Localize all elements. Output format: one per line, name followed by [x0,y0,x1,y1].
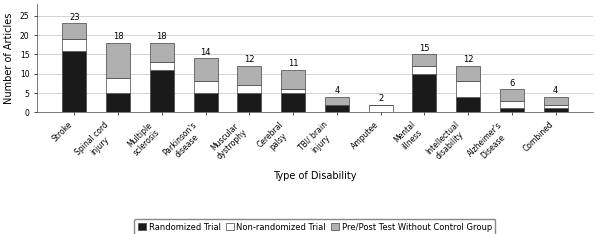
Text: 2: 2 [378,94,383,103]
Text: 12: 12 [463,55,473,64]
Bar [62,23,87,39]
Text: 18: 18 [113,32,124,41]
Bar [281,89,305,93]
Text: 12: 12 [244,55,254,64]
Bar [413,74,436,112]
Text: 18: 18 [156,32,167,41]
Legend: Randomized Trial, Non-randomized Trial, Pre/Post Test Without Control Group: Randomized Trial, Non-randomized Trial, … [134,219,496,234]
Text: 23: 23 [69,13,79,22]
Bar [193,58,217,81]
Bar [106,93,130,112]
Bar [325,105,349,112]
Bar [456,81,480,97]
X-axis label: Type of Disability: Type of Disability [273,171,356,181]
Bar [281,93,305,112]
Bar [500,108,524,112]
Bar [150,70,174,112]
Text: 15: 15 [419,44,429,53]
Bar [325,97,349,105]
Bar [413,54,436,66]
Bar [62,51,87,112]
Bar [543,105,568,108]
Bar [543,108,568,112]
Bar [193,81,217,93]
Bar [281,70,305,89]
Bar [543,97,568,105]
Bar [193,93,217,112]
Bar [106,77,130,93]
Bar [456,66,480,81]
Bar [500,89,524,101]
Bar [237,85,261,93]
Bar [368,105,393,112]
Y-axis label: Number of Articles: Number of Articles [4,13,14,104]
Text: 6: 6 [509,79,515,88]
Bar [62,39,87,51]
Bar [150,62,174,70]
Text: 4: 4 [553,86,558,95]
Text: 4: 4 [334,86,340,95]
Bar [413,66,436,74]
Bar [500,101,524,108]
Bar [106,43,130,77]
Bar [237,66,261,85]
Bar [150,43,174,62]
Bar [237,93,261,112]
Bar [456,97,480,112]
Text: 11: 11 [288,59,298,68]
Text: 14: 14 [200,48,211,57]
